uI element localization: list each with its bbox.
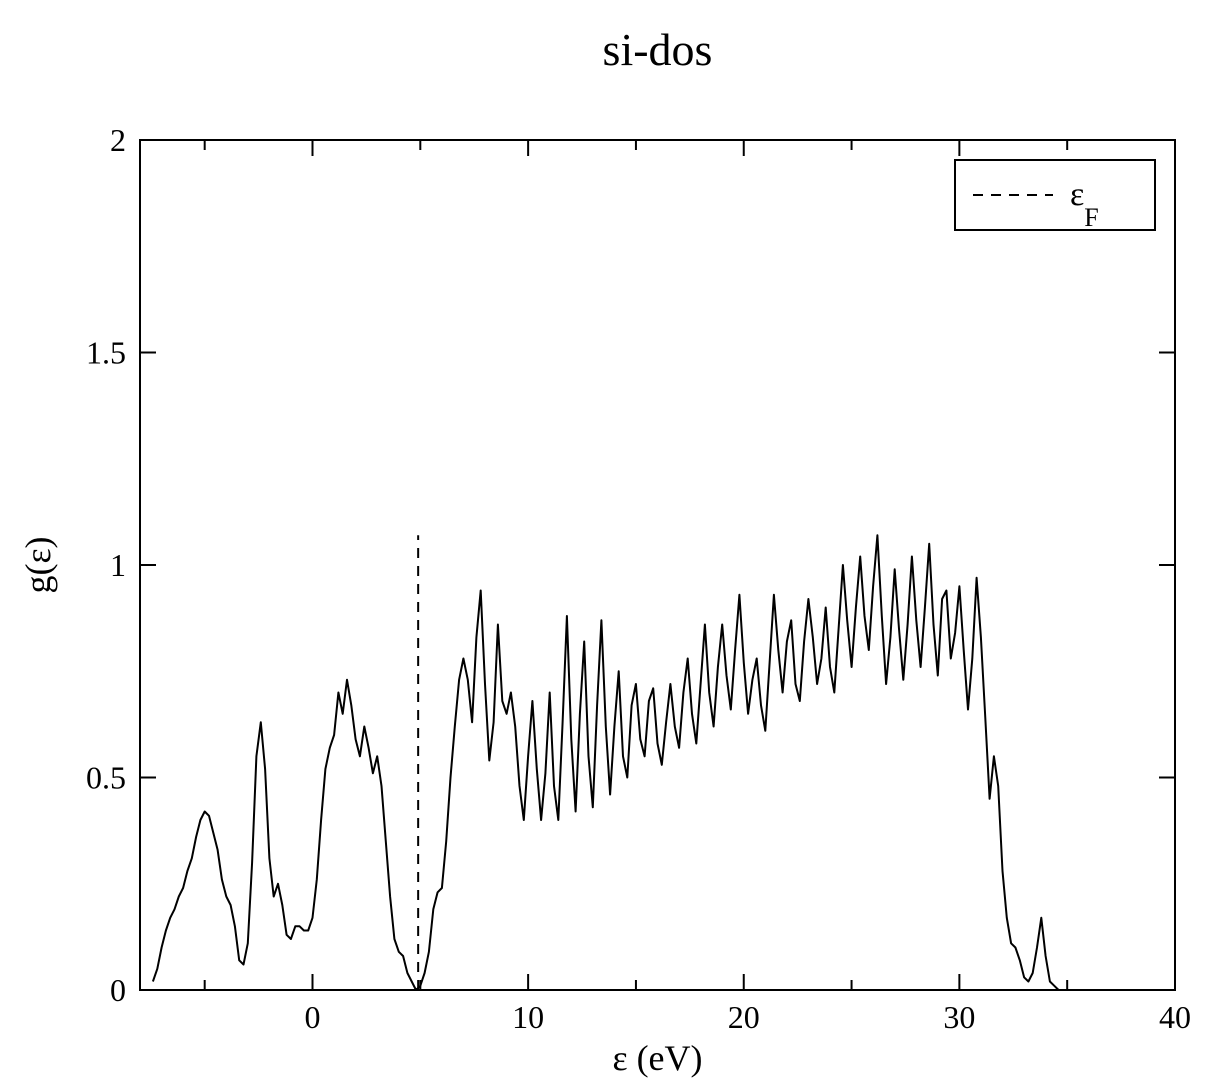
legend: εF xyxy=(955,160,1155,232)
x-tick-label: 10 xyxy=(512,999,544,1035)
x-ticks xyxy=(205,140,1175,990)
x-tick-label: 30 xyxy=(943,999,975,1035)
y-tick-label: 1.5 xyxy=(86,335,126,371)
y-ticks xyxy=(140,140,1175,990)
x-tick-label: 0 xyxy=(305,999,321,1035)
axes: 0 10 20 30 40 0 0.5 1 1.5 2 ε (eV) g(ε) xyxy=(18,122,1191,1078)
y-axis-label: g(ε) xyxy=(18,536,58,593)
plot-border xyxy=(140,140,1175,990)
y-tick-label: 1 xyxy=(110,547,126,583)
legend-frame xyxy=(955,160,1155,230)
chart-container: si-dos 0 10 20 30 40 0 0.5 1 1.5 2 ε (eV) g(ε) ε… xyxy=(0,0,1231,1089)
y-tick-label: 2 xyxy=(110,122,126,158)
plot-svg: si-dos 0 10 20 30 40 0 0.5 1 1.5 2 ε (eV) g(ε) ε… xyxy=(0,0,1231,1089)
y-tick-labels: 0 0.5 1 1.5 2 xyxy=(86,122,126,1008)
y-tick-label: 0.5 xyxy=(86,760,126,796)
dos-curve xyxy=(153,535,1059,990)
chart-title: si-dos xyxy=(603,24,713,75)
x-tick-labels: 0 10 20 30 40 xyxy=(305,999,1192,1035)
x-axis-label: ε (eV) xyxy=(612,1038,702,1078)
x-tick-label: 40 xyxy=(1159,999,1191,1035)
y-tick-label: 0 xyxy=(110,972,126,1008)
data-series xyxy=(153,535,1059,990)
x-tick-label: 20 xyxy=(728,999,760,1035)
